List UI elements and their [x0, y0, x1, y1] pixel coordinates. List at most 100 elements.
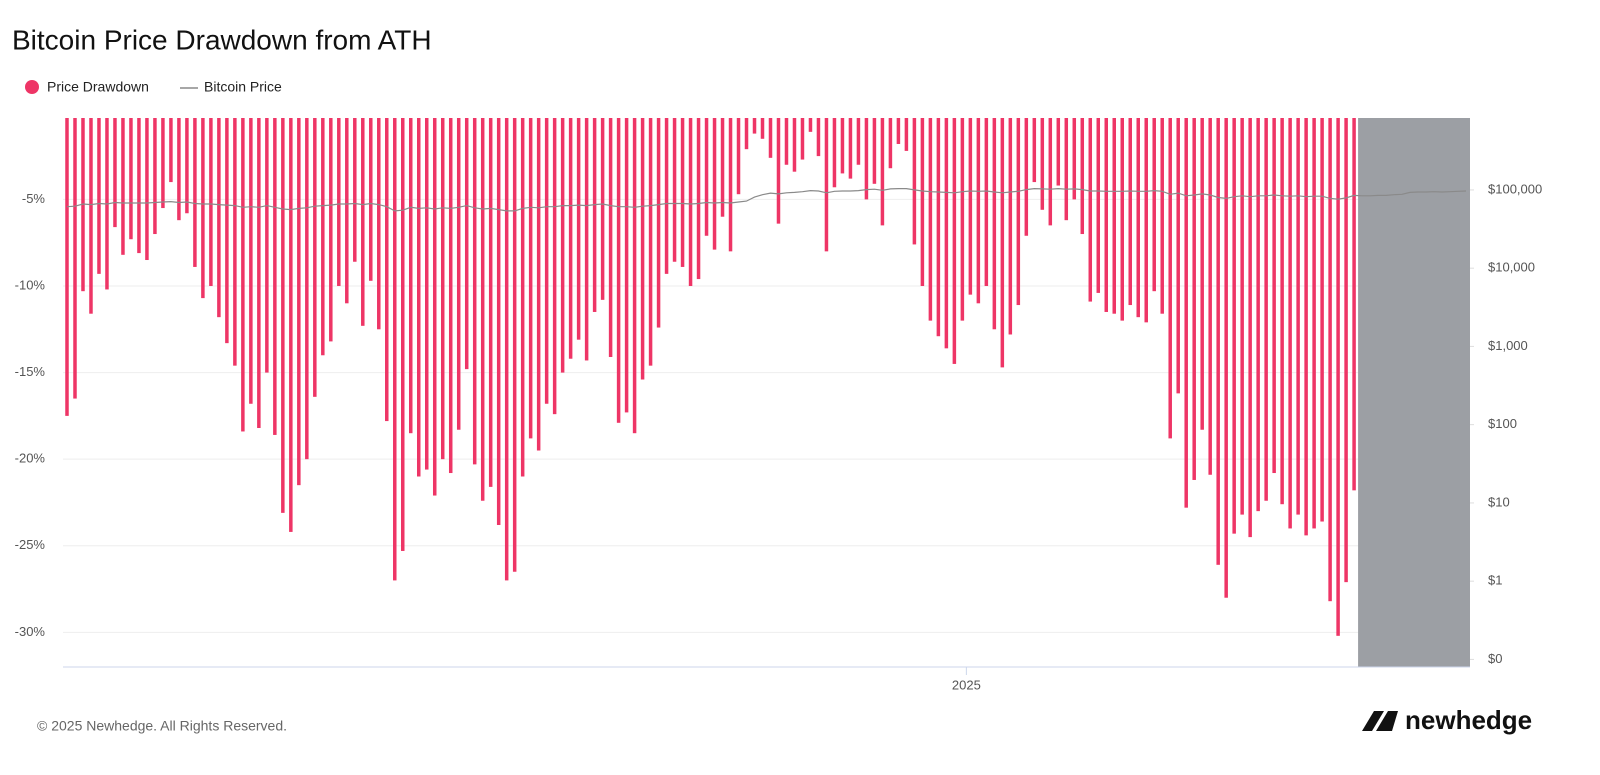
bar	[121, 118, 125, 255]
bar	[512, 118, 517, 572]
bar	[1032, 118, 1037, 183]
brand: newhedge	[1405, 705, 1532, 735]
bar	[1296, 118, 1300, 515]
bar	[800, 118, 805, 160]
bar	[904, 118, 909, 151]
bar	[89, 118, 93, 314]
bar	[97, 118, 101, 274]
bar	[816, 118, 821, 157]
bar	[928, 118, 933, 321]
bar	[696, 118, 701, 280]
bar	[337, 118, 341, 286]
bar	[1000, 118, 1005, 368]
bar	[872, 118, 877, 184]
bar	[233, 118, 237, 366]
bar	[1104, 118, 1109, 312]
bar	[73, 118, 77, 399]
bar	[992, 118, 997, 330]
bar	[424, 118, 429, 470]
bar	[409, 118, 413, 434]
bar	[672, 118, 677, 262]
y2-tick-label: $100,000	[1488, 181, 1542, 196]
bar	[1248, 118, 1252, 538]
bar	[432, 118, 437, 496]
bar	[281, 118, 285, 513]
bar	[393, 118, 397, 581]
bar	[1256, 118, 1260, 512]
y-tick-label: -10%	[15, 277, 46, 292]
y2-tick-label: $100	[1488, 416, 1517, 431]
bar	[984, 118, 989, 286]
bar	[1240, 118, 1244, 515]
y-tick-label: -25%	[15, 537, 46, 552]
bar	[1072, 118, 1077, 200]
y-tick-label: -20%	[15, 451, 46, 466]
bar	[297, 118, 301, 486]
bar	[225, 118, 229, 344]
bar	[1288, 118, 1292, 529]
bar	[592, 118, 597, 312]
bar	[848, 118, 853, 179]
bar	[1328, 118, 1332, 602]
bar	[129, 118, 133, 240]
bar	[544, 118, 549, 404]
bar	[1232, 118, 1236, 534]
bar	[968, 118, 973, 295]
bar	[608, 118, 613, 357]
bar	[584, 118, 589, 361]
bar	[560, 118, 565, 373]
bar	[712, 118, 717, 250]
y2-tick-label: $1	[1488, 573, 1502, 588]
bar	[1352, 118, 1356, 491]
bar	[752, 118, 757, 134]
bar	[528, 118, 533, 439]
bar	[1312, 118, 1316, 529]
bar	[472, 118, 477, 465]
bar	[576, 118, 581, 340]
bar	[1216, 118, 1220, 565]
bar	[1008, 118, 1013, 335]
bar	[768, 118, 773, 158]
bar	[1112, 118, 1117, 314]
bar	[161, 118, 165, 209]
bar	[416, 118, 421, 477]
bar	[736, 118, 741, 195]
y-tick-label: -5%	[22, 191, 46, 206]
bar	[664, 118, 669, 274]
chart-title: Bitcoin Price Drawdown from ATH	[12, 24, 432, 55]
bar	[744, 118, 749, 150]
brand-logo	[1362, 711, 1398, 731]
bar	[1200, 118, 1204, 430]
bar	[616, 118, 621, 423]
bar	[241, 118, 245, 432]
bar	[361, 118, 365, 326]
bar	[568, 118, 573, 359]
bar	[1048, 118, 1053, 226]
bar	[792, 118, 797, 172]
bar	[832, 118, 837, 188]
bar	[688, 118, 693, 286]
bar	[728, 118, 733, 252]
bar	[552, 118, 557, 415]
bar	[1016, 118, 1021, 306]
bar	[345, 118, 349, 304]
bar	[520, 118, 525, 477]
bar	[680, 118, 685, 267]
bar	[1120, 118, 1124, 321]
bar	[1344, 118, 1348, 583]
bar	[944, 118, 949, 349]
bar	[265, 118, 269, 373]
bar	[113, 118, 117, 228]
bar	[1192, 118, 1196, 480]
bar	[377, 118, 381, 330]
bar	[257, 118, 261, 429]
y-tick-label: -15%	[15, 364, 46, 379]
bar	[1224, 118, 1228, 598]
bar	[1136, 118, 1140, 318]
no-data-region	[1358, 118, 1470, 667]
bar	[896, 118, 901, 144]
y2-tick-label: $1,000	[1488, 338, 1528, 353]
bar	[624, 118, 629, 413]
